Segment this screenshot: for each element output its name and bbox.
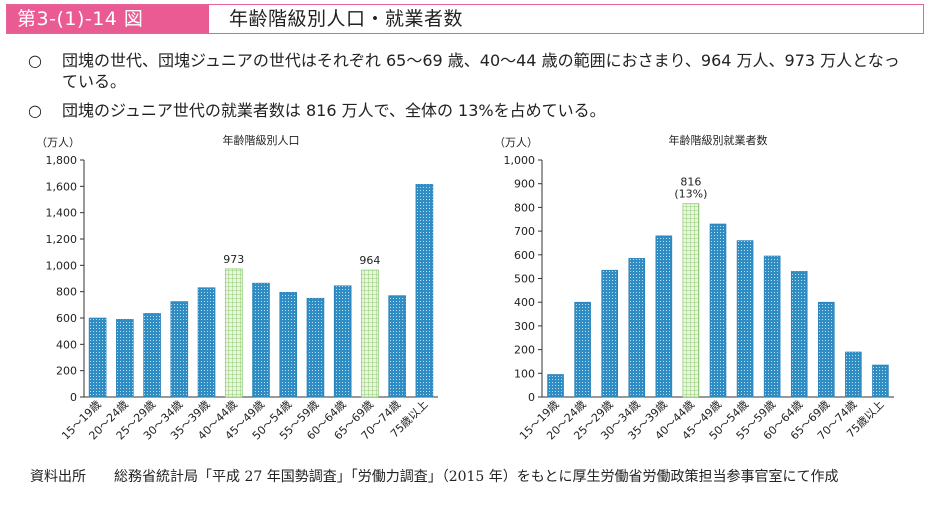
figure-header: 第3-(1)-14 図 年齢階級別人口・就業者数 [6,4,924,34]
data-label: 964 [359,254,380,267]
bullet-mark: ○ [28,101,42,120]
y-tick-label: 1,200 [46,233,78,246]
bar [388,295,406,398]
bar [601,269,618,398]
y-tick-label: 500 [514,273,535,286]
bar [736,240,754,398]
bar [682,203,700,398]
bar [790,271,808,398]
bar [88,317,107,398]
bullet-text: 団塊の世代、団塊ジュニアの世代はそれぞれ 65～69 歳、40～44 歳の範囲に… [62,51,900,91]
bullet-mark: ○ [28,51,42,70]
bar [224,268,243,398]
y-tick-label: 300 [514,320,535,333]
bar [628,258,646,398]
y-axis-label: （万人） [36,136,80,149]
y-tick-label: 200 [56,365,77,378]
y-tick-label: 1,000 [504,154,536,167]
y-tick-label: 700 [514,225,535,238]
bar [361,269,379,398]
figure-number: 第3-(1)-14 図 [7,5,209,33]
y-tick-label: 0 [70,391,77,404]
y-tick-label: 600 [514,249,535,262]
y-tick-label: 0 [528,391,535,404]
data-label: 973 [223,253,244,266]
chart-title: 年齢階級別人口 [223,133,300,147]
bar [709,223,727,398]
bar [170,301,189,398]
bar [143,313,161,398]
bar [574,301,591,398]
source-text: 総務省統計局「平成 27 年国勢調査」「労働力調査」（2015 年）をもとに厚生… [114,469,839,485]
y-tick-label: 1,800 [46,154,78,167]
bar [279,292,298,398]
y-tick-label: 400 [514,296,535,309]
bar [763,255,781,398]
bar [655,235,673,398]
y-tick-label: 400 [56,338,77,351]
population-chart: 年齢階級別人口 （万人） 0 200 400 600 800 1,000 1,200 1,400 1… [36,133,438,442]
source-label: 資料出所 [30,469,86,485]
bar [197,287,216,398]
data-label: (13%) [674,188,707,201]
bar [547,374,564,398]
bar [306,297,325,398]
data-label: 816 [680,176,701,189]
y-tick-label: 800 [514,201,535,214]
bar [415,184,434,398]
chart-title: 年齢階級別就業者数 [669,133,768,147]
y-tick-label: 800 [56,286,77,299]
figure-title: 年齢階級別人口・就業者数 [229,8,464,30]
y-tick-label: 600 [56,312,77,325]
bar [872,364,889,398]
bar [252,282,270,398]
bullet-text: 団塊のジュニア世代の就業者数は 816 万人で、全体の 13%を占めている。 [62,101,606,120]
y-axis-label: （万人） [494,136,538,149]
bar [116,319,134,398]
y-tick-label: 1,000 [46,259,78,272]
bar [333,285,352,398]
y-tick-label: 1,600 [46,180,78,193]
y-tick-label: 1,400 [46,207,78,220]
bar [818,301,835,398]
y-tick-label: 100 [514,367,535,380]
bar [845,351,862,398]
y-tick-label: 200 [514,344,535,357]
employment-chart: 年齢階級別就業者数 （万人） 0 100 200 300 400 500 600 700 800 90… [494,133,894,442]
y-tick-label: 900 [514,178,535,191]
